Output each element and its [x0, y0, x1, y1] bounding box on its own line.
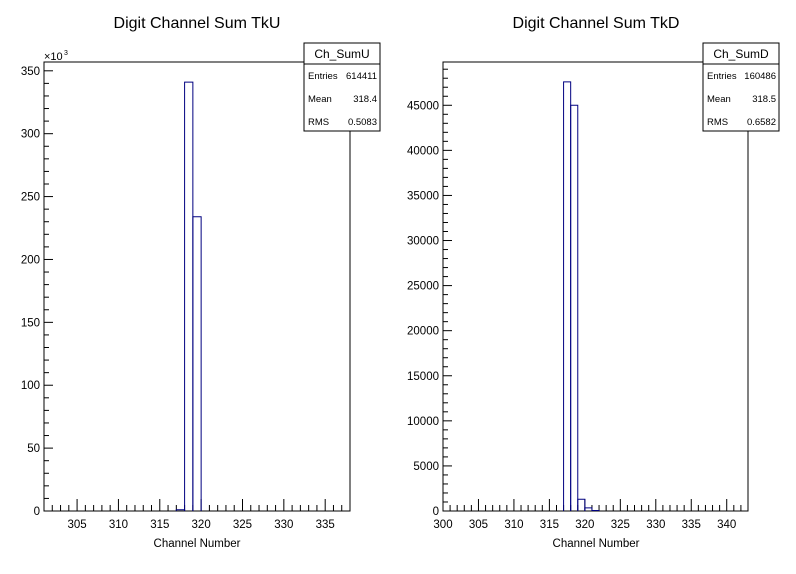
stats-title: Ch_SumD [713, 47, 769, 61]
y-tick-label: 350 [21, 66, 40, 78]
y-tick-label: 50 [27, 443, 40, 455]
stats-label: Entries [308, 71, 338, 82]
x-tick-label: 330 [274, 519, 293, 531]
x-tick-label: 325 [233, 519, 252, 531]
histogram-bin [584, 507, 593, 511]
y-tick-label: 100 [21, 380, 40, 392]
histogram-bin [184, 81, 194, 511]
plot-frame [442, 61, 749, 512]
x-tick-label: 320 [575, 519, 594, 531]
stats-value: 318.5 [752, 94, 776, 105]
x-tick-label: 310 [504, 519, 523, 531]
histogram-bin [577, 498, 586, 511]
x-tick-label: 320 [192, 519, 211, 531]
x-tick-label: 305 [67, 519, 86, 531]
chart-title: Digit Channel Sum TkD [513, 15, 680, 32]
y-tick-label: 30000 [407, 236, 439, 248]
histogram-bin [570, 104, 579, 511]
x-tick-label: 335 [316, 519, 335, 531]
x-tick-label: 310 [109, 519, 128, 531]
stats-value: 160486 [744, 71, 776, 82]
y-multiplier-label: ×10 [44, 51, 63, 63]
plot-frame [43, 61, 351, 512]
x-tick-label: 335 [682, 519, 701, 531]
y-tick-label: 35000 [407, 190, 439, 202]
x-tick-label: 315 [150, 519, 169, 531]
chart-title: Digit Channel Sum TkU [114, 15, 281, 32]
y-tick-label: 0 [34, 506, 40, 518]
x-tick-label: 325 [611, 519, 630, 531]
y-tick-label: 200 [21, 254, 40, 266]
y-tick-label: 0 [433, 506, 439, 518]
stats-value: 614411 [346, 71, 377, 82]
y-tick-label: 150 [21, 317, 40, 329]
y-tick-label: 5000 [413, 461, 439, 473]
stats-box: Ch_SumD Entries 160486 Mean 318.5 RMS 0.6582 [702, 42, 780, 132]
y-tick-label: 25000 [407, 281, 439, 293]
stats-label: Mean [308, 94, 332, 105]
y-tick-label: 10000 [407, 416, 439, 428]
stats-value: 318.4 [353, 94, 377, 105]
histogram-bin [192, 216, 202, 511]
y-tick-label: 20000 [407, 326, 439, 338]
y-multiplier-exponent: 3 [64, 50, 68, 57]
x-tick-label: 340 [717, 519, 736, 531]
stats-label: RMS [707, 117, 728, 128]
stats-frame [303, 42, 381, 132]
y-tick-label: 45000 [407, 100, 439, 112]
stats-title: Ch_SumU [314, 47, 369, 61]
stats-box: Ch_SumU Entries 614411 Mean 318.4 RMS 0.5083 [303, 42, 381, 132]
stats-value: 0.6582 [747, 117, 776, 128]
histogram-panel-1: Digit Channel Sum TkU 305 310 315 320 325 330 3… [21, 15, 381, 550]
stats-label: RMS [308, 117, 329, 128]
stats-label: Entries [707, 71, 737, 82]
x-tick-label: 330 [646, 519, 665, 531]
x-axis-label: Channel Number [553, 538, 640, 550]
x-tick-label: 315 [540, 519, 559, 531]
histogram-bin [591, 509, 600, 511]
histogram-panel-2: Digit Channel Sum TkD 300 305 310 315 320 325 3… [407, 15, 780, 550]
x-tick-label: 305 [469, 519, 488, 531]
x-axis-label: Channel Number [154, 538, 241, 550]
y-tick-label: 250 [21, 192, 40, 204]
stats-value: 0.5083 [348, 117, 377, 128]
stats-frame [702, 42, 780, 132]
y-tick-label: 40000 [407, 145, 439, 157]
x-tick-label: 300 [433, 519, 452, 531]
y-tick-label: 15000 [407, 371, 439, 383]
stats-label: Mean [707, 94, 731, 105]
y-tick-label: 300 [21, 129, 40, 141]
histogram-bin [563, 81, 572, 511]
